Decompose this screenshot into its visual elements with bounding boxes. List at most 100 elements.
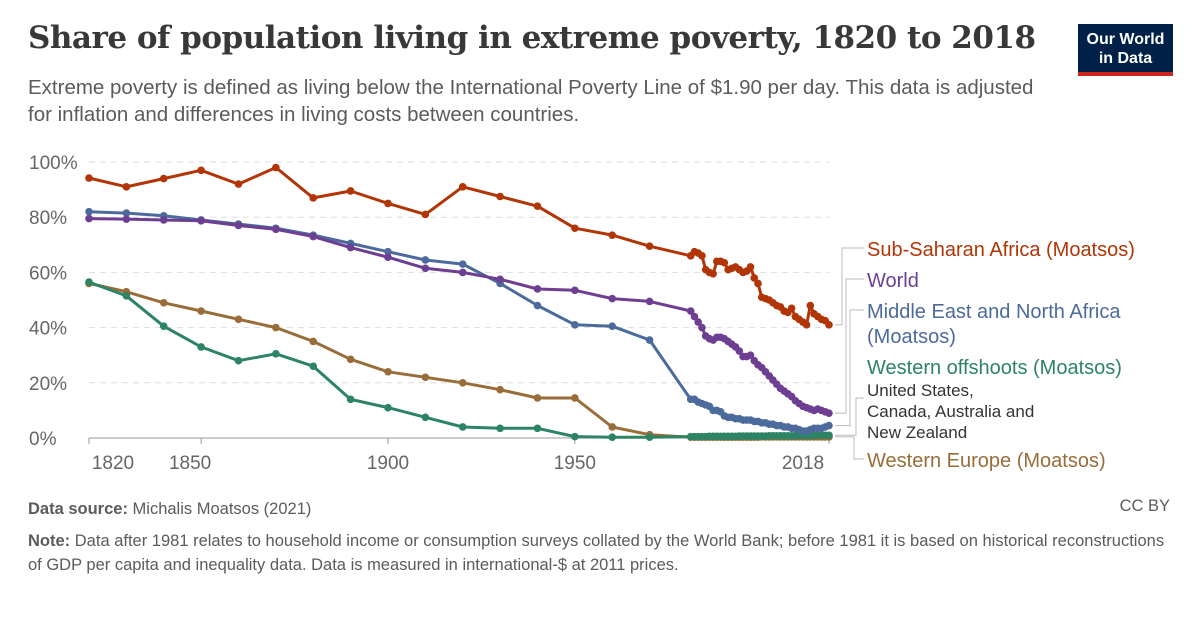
data-point — [458, 183, 467, 191]
data-point — [159, 298, 168, 307]
data-point — [645, 242, 654, 250]
x-tick-label: 1950 — [554, 453, 596, 474]
data-point — [122, 183, 131, 191]
series-note: Canada, Australia and — [867, 402, 1034, 421]
label-connector — [835, 309, 864, 427]
data-point — [309, 337, 318, 346]
data-point — [496, 275, 504, 284]
x-tick-label: 1820 — [92, 453, 134, 474]
series-label: Western offshoots (Moatsos) — [867, 357, 1122, 379]
data-point — [122, 292, 131, 300]
data-point — [346, 243, 355, 252]
series-line — [88, 217, 830, 415]
data-point — [197, 307, 205, 315]
x-tick-label: 1850 — [169, 453, 211, 474]
y-tick-label: 20% — [29, 374, 67, 395]
data-point — [346, 187, 355, 195]
source-label: Data source: — [28, 500, 128, 518]
series-label: World — [867, 270, 919, 292]
data-point — [645, 336, 654, 344]
data-point — [608, 433, 617, 441]
data-point — [309, 232, 318, 241]
data-point — [234, 180, 243, 188]
data-point — [754, 279, 762, 288]
license-link[interactable]: CC BY — [1119, 497, 1170, 515]
owid-logo[interactable]: Our World in Data — [1078, 24, 1173, 76]
data-point — [421, 210, 430, 219]
data-point — [309, 362, 318, 371]
data-point — [698, 323, 706, 332]
data-point — [85, 174, 93, 182]
data-point — [571, 224, 579, 233]
data-point — [787, 304, 796, 313]
data-point — [122, 209, 131, 217]
data-source: Data source: Michalis Moatsos (2021) — [28, 497, 311, 521]
chart-note: Note: Data after 1981 relates to househo… — [28, 529, 1178, 577]
data-point — [458, 268, 467, 277]
series-line — [88, 210, 830, 433]
data-point — [825, 421, 833, 430]
data-point — [746, 263, 755, 271]
data-point — [533, 394, 542, 402]
series-label: Western Europe (Moatsos) — [867, 450, 1106, 472]
data-point — [608, 231, 617, 239]
data-point — [533, 424, 542, 433]
data-point — [746, 351, 755, 360]
data-point — [802, 321, 811, 329]
label-connector — [835, 436, 864, 460]
data-point — [694, 318, 702, 326]
data-point — [571, 321, 579, 329]
data-point — [496, 192, 504, 201]
data-point — [384, 247, 392, 256]
data-point — [735, 347, 744, 355]
data-point — [272, 225, 280, 234]
source-text[interactable]: Michalis Moatsos (2021) — [132, 500, 312, 518]
data-point — [159, 174, 168, 183]
series-label: Middle East and North Africa — [867, 301, 1121, 323]
note-label: Note: — [28, 532, 71, 550]
data-point — [571, 394, 579, 402]
data-point — [645, 433, 654, 441]
series-label: Sub-Saharan Africa (Moatsos) — [867, 239, 1135, 261]
data-point — [496, 385, 504, 394]
data-point — [458, 423, 467, 431]
data-point — [698, 252, 706, 260]
data-point — [421, 413, 430, 422]
data-point — [686, 307, 695, 315]
data-point — [197, 343, 205, 351]
series-label: (Moatsos) — [867, 326, 956, 348]
data-point — [384, 367, 392, 376]
data-point — [608, 423, 617, 431]
data-point — [645, 297, 654, 306]
data-point — [384, 403, 392, 412]
data-point — [571, 286, 579, 295]
data-point — [159, 216, 168, 224]
data-point — [122, 215, 131, 223]
series-note: United States, — [867, 381, 974, 400]
note-text: Data after 1981 relates to household inc… — [28, 532, 1165, 574]
data-point — [346, 355, 355, 364]
data-point — [85, 214, 93, 223]
data-point — [496, 424, 504, 433]
y-tick-label: 40% — [29, 319, 67, 340]
y-tick-label: 100% — [29, 153, 78, 174]
data-point — [458, 379, 467, 387]
data-point — [421, 373, 430, 382]
chart-title: Share of population living in extreme po… — [28, 20, 1036, 56]
data-point — [709, 269, 717, 278]
data-point — [159, 322, 168, 331]
label-connector — [835, 278, 864, 414]
data-point — [458, 260, 467, 268]
data-point — [85, 278, 93, 286]
chart-subtitle: Extreme poverty is defined as living bel… — [28, 76, 1034, 126]
data-point — [309, 194, 318, 202]
label-connector — [835, 247, 864, 326]
data-point — [750, 274, 759, 282]
data-point — [571, 432, 579, 441]
data-point — [197, 166, 205, 175]
data-point — [234, 356, 243, 365]
data-point — [533, 202, 542, 210]
data-point — [85, 207, 93, 216]
